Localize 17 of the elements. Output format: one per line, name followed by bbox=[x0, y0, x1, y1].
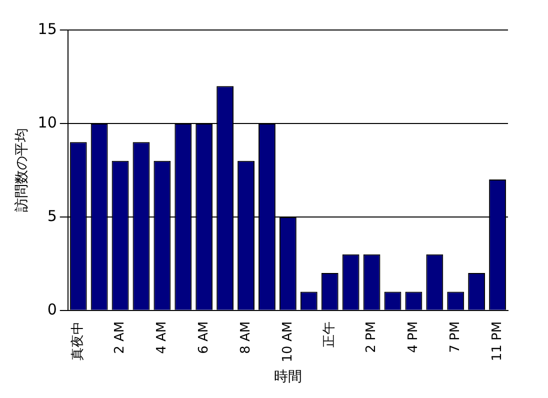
x-tick-label: 真夜中 bbox=[70, 321, 86, 360]
x-tick-label: 正午 bbox=[322, 321, 338, 348]
x-tick-label: 2 AM bbox=[112, 321, 128, 354]
x-tick-label: 2 PM bbox=[364, 321, 380, 353]
x-tick-label: 7 PM bbox=[448, 321, 463, 353]
x-tick-label: 8 AM bbox=[238, 321, 254, 354]
x-tick-label: 6 AM bbox=[196, 321, 212, 354]
y-tick-label: 10 bbox=[38, 113, 57, 132]
y-tick-label: 15 bbox=[38, 20, 57, 38]
y-tick-label: 5 bbox=[47, 206, 57, 225]
x-axis-title: 時間 bbox=[274, 369, 302, 386]
y-tick-label: 0 bbox=[47, 300, 57, 318]
x-tick-label: 4 PM bbox=[406, 321, 422, 353]
x-tick-label: 11 PM bbox=[490, 321, 505, 362]
x-tick-label: 4 AM bbox=[154, 321, 170, 354]
y-axis-title: 訪問数の平均 bbox=[14, 128, 30, 212]
x-tick-label: 10 AM bbox=[280, 321, 296, 362]
